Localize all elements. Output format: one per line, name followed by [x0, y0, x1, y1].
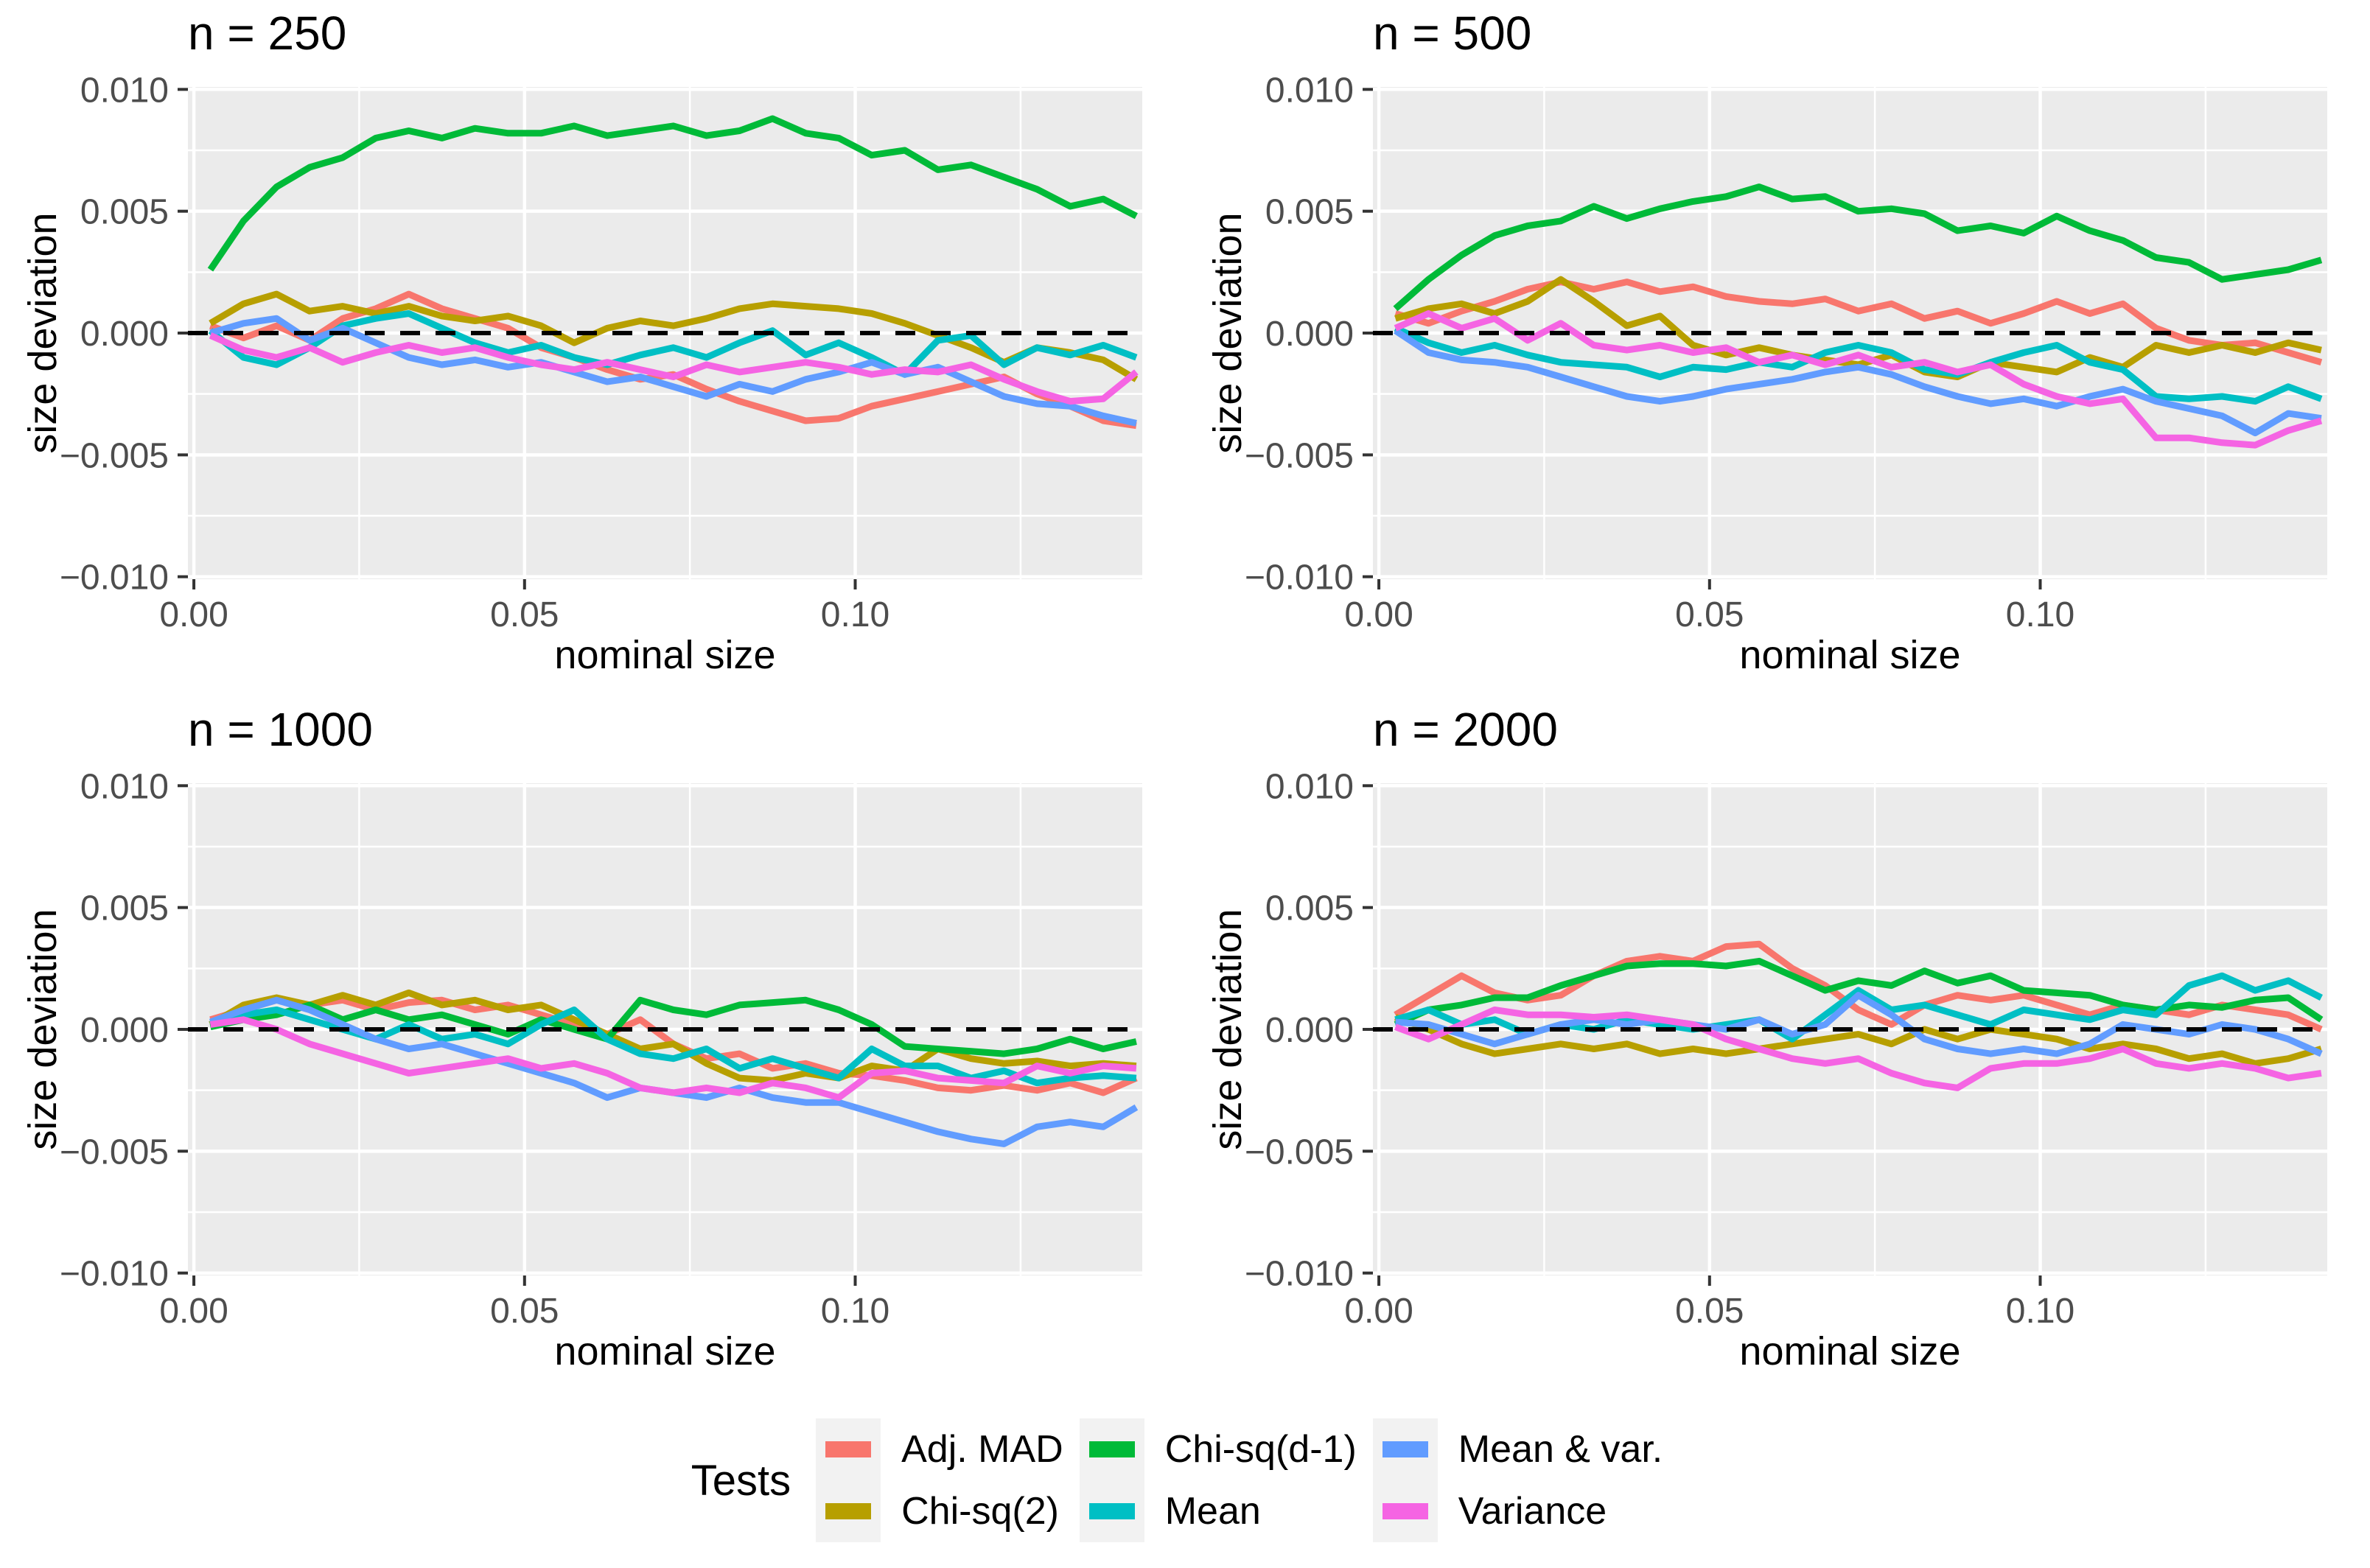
y-tick-label: 0.005: [1265, 889, 1354, 928]
legend-key-box: [816, 1480, 881, 1542]
series-line-variance: [209, 1016, 1137, 1102]
legend-label: Chi-sq(2): [901, 1490, 1059, 1533]
series-line-mean: [1394, 325, 2323, 405]
x-tick-label: 0.00: [159, 595, 228, 634]
y-tick-label: −0.005: [1245, 1133, 1354, 1172]
y-tick-label: −0.005: [60, 1133, 169, 1172]
legend-label: Chi-sq(d-1): [1164, 1428, 1357, 1471]
x-tick-label: 0.10: [821, 595, 889, 634]
y-axis-title: size deviation: [1206, 909, 1250, 1150]
legend: Tests Adj. MAD Chi-sq(2) Chi-sq(d-1) Mean Me…: [0, 1393, 2370, 1568]
y-tick-label: 0.005: [1265, 193, 1354, 232]
y-tick-label: 0.010: [1265, 71, 1354, 110]
series-line-chi_sq_d1: [209, 996, 1137, 1057]
legend-label: Adj. MAD: [901, 1428, 1063, 1471]
panel-n-2000: n = 2000 0.010 0.005 0.000 −0.005 −0.010 0.00…: [1185, 696, 2370, 1393]
y-tick-label: 0.005: [80, 193, 169, 232]
legend-key-box: [1372, 1480, 1438, 1542]
x-tick-label: 0.05: [1675, 1292, 1744, 1331]
legend-label: Mean: [1164, 1490, 1261, 1533]
panel-title: n = 1000: [188, 703, 373, 756]
legend-line-icon: [825, 1503, 872, 1519]
series-line-variance: [1394, 310, 2323, 449]
x-tick-label: 0.05: [490, 595, 559, 634]
x-axis-title: nominal size: [554, 1329, 776, 1373]
series-line-chi_sq_2: [1394, 1014, 2323, 1067]
y-tick-label: 0.005: [80, 889, 169, 928]
legend-key-box: [1079, 1480, 1144, 1542]
legend-title: Tests: [691, 1456, 791, 1505]
y-tick-label: −0.005: [60, 436, 169, 475]
y-tick-label: 0.010: [1265, 767, 1354, 806]
y-tick-label: −0.005: [1245, 436, 1354, 475]
legend-key-box: [1372, 1418, 1438, 1480]
series-line-chi_sq_d1: [207, 115, 1138, 272]
legend-entry-chi_sq_2: Chi-sq(2): [816, 1480, 1080, 1542]
series-line-variance: [209, 332, 1139, 405]
y-tick-label: −0.010: [60, 1255, 169, 1294]
legend-line-icon: [1382, 1503, 1428, 1519]
x-tick-label: 0.10: [2006, 595, 2074, 634]
y-tick-label: 0.000: [1265, 315, 1354, 354]
series-line-variance: [1394, 1007, 2322, 1091]
y-tick-label: 0.000: [1265, 1011, 1354, 1050]
x-axis-title: nominal size: [1739, 1329, 1961, 1373]
series-line-mean_var: [1394, 327, 2322, 437]
y-axis-title: size deviation: [21, 909, 65, 1150]
panel-n-250: n = 250 0.010 0.005 0.000 −0.005 −0.010 0.00 0…: [0, 0, 1185, 696]
legend-key-box: [1079, 1418, 1144, 1480]
y-tick-label: 0.000: [80, 1011, 169, 1050]
panel-title: n = 2000: [1373, 703, 1558, 756]
legend-line-icon: [825, 1441, 872, 1457]
y-axis-title: size deviation: [1206, 212, 1250, 454]
legend-line-icon: [1088, 1503, 1135, 1519]
y-tick-label: 0.010: [80, 767, 169, 806]
legend-key-box: [816, 1418, 881, 1480]
legend-entries: Adj. MAD Chi-sq(2) Chi-sq(d-1) Mean Mean & v…: [816, 1418, 1679, 1542]
legend-entry-adj_mad: Adj. MAD: [816, 1418, 1080, 1480]
panel-n-500: n = 500 0.010 0.005 0.000 −0.005 −0.010 0.00 0…: [1185, 0, 2370, 696]
x-tick-label: 0.05: [1675, 595, 1744, 634]
legend-line-icon: [1382, 1441, 1428, 1457]
series-line-mean_var: [209, 315, 1137, 427]
x-axis-title: nominal size: [554, 633, 776, 677]
x-tick-label: 0.10: [821, 1292, 889, 1331]
legend-line-icon: [1088, 1441, 1135, 1457]
x-axis-title: nominal size: [1739, 633, 1961, 677]
legend-column: Mean & var. Variance: [1372, 1418, 1679, 1542]
legend-label: Mean & var.: [1458, 1428, 1663, 1471]
y-tick-label: −0.010: [1245, 1255, 1354, 1294]
x-tick-label: 0.00: [159, 1292, 228, 1331]
y-tick-label: 0.000: [80, 315, 169, 354]
x-tick-label: 0.05: [490, 1292, 559, 1331]
y-tick-label: 0.010: [80, 71, 169, 110]
panel-title: n = 500: [1373, 7, 1532, 60]
y-tick-label: −0.010: [60, 559, 169, 598]
series-line-mean: [208, 310, 1138, 378]
x-tick-label: 0.00: [1344, 1292, 1413, 1331]
legend-column: Adj. MAD Chi-sq(2): [816, 1418, 1080, 1542]
y-axis-title: size deviation: [21, 212, 65, 454]
panel-n-1000: n = 1000 0.010 0.005 0.000 −0.005 −0.010 0.00…: [0, 696, 1185, 1393]
panel-title: n = 250: [188, 7, 347, 60]
legend-entry-variance: Variance: [1372, 1480, 1679, 1542]
legend-entry-chi_sq_d1: Chi-sq(d-1): [1079, 1418, 1373, 1480]
legend-entry-mean_var: Mean & var.: [1372, 1418, 1679, 1480]
x-tick-label: 0.00: [1344, 595, 1413, 634]
x-tick-label: 0.10: [2006, 1292, 2074, 1331]
series-line-chi_sq_2: [209, 989, 1137, 1084]
y-tick-label: −0.010: [1245, 559, 1354, 598]
legend-column: Chi-sq(d-1) Mean: [1079, 1418, 1373, 1542]
legend-entry-mean: Mean: [1079, 1480, 1373, 1542]
series-line-chi_sq_d1: [1393, 183, 2323, 312]
series-line-chi_sq_2: [209, 290, 1139, 382]
legend-label: Variance: [1458, 1490, 1607, 1533]
